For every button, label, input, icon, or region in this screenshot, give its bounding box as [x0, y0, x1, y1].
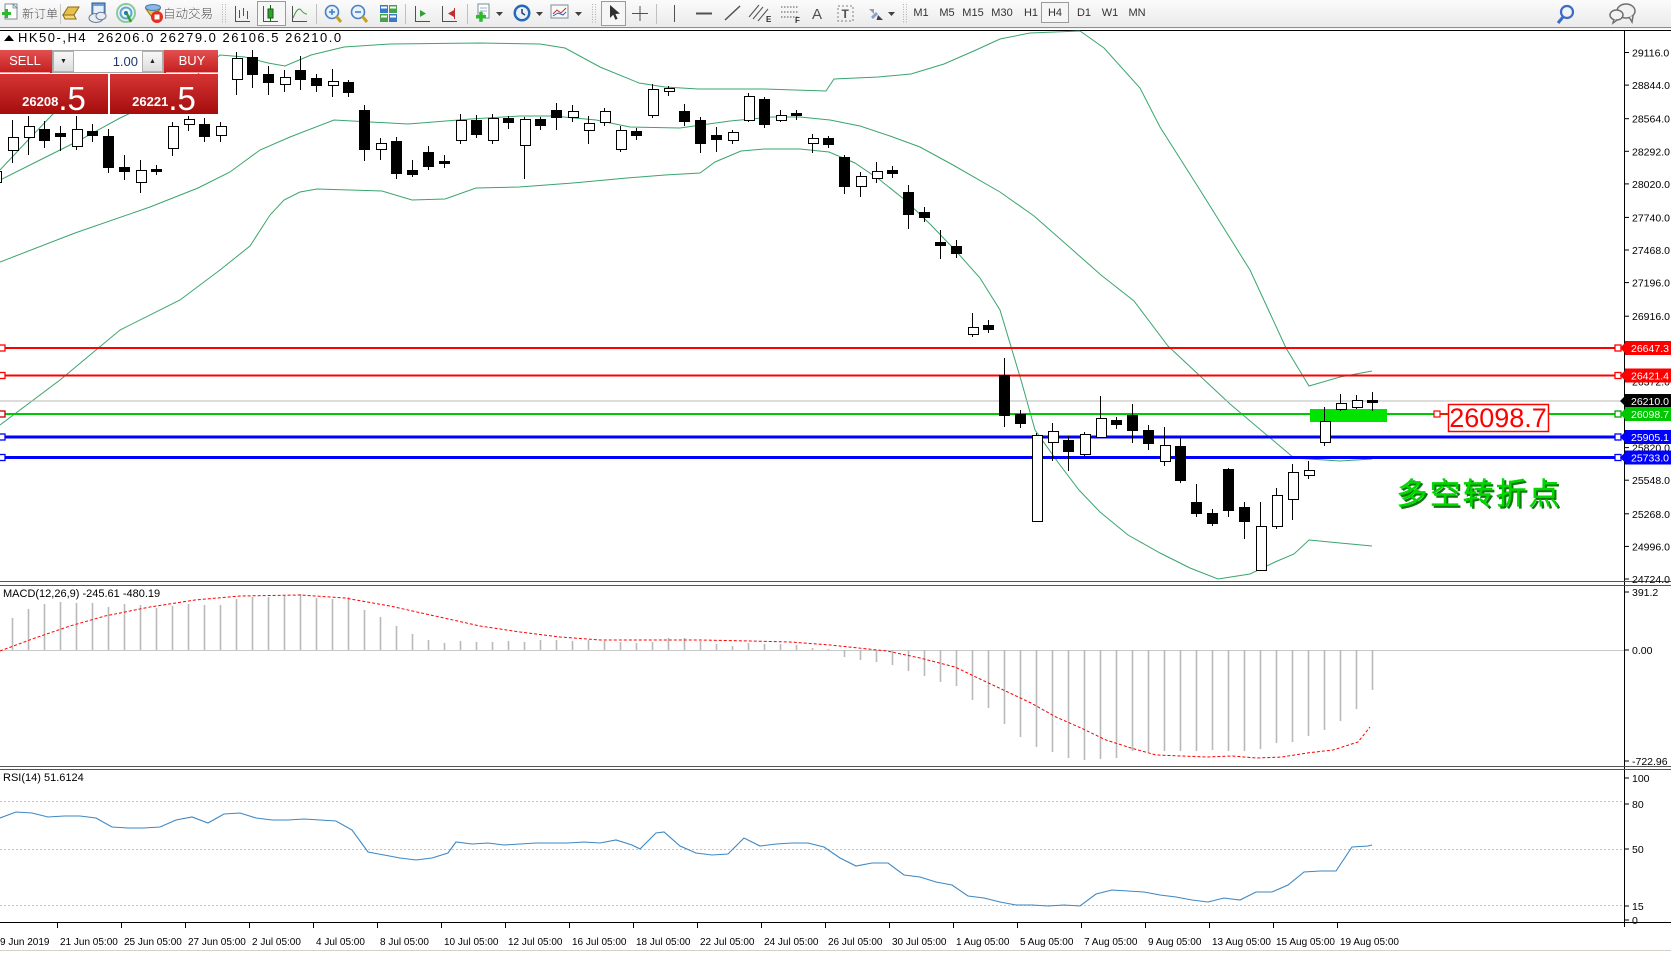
svg-text:19 Aug 05:00: 19 Aug 05:00	[1340, 937, 1399, 948]
svg-text:12 Jul 05:00: 12 Jul 05:00	[508, 937, 563, 948]
svg-text:25733.0: 25733.0	[1631, 453, 1669, 465]
svg-text:24996.0: 24996.0	[1632, 541, 1670, 553]
svg-text:26210.0: 26210.0	[1631, 396, 1669, 408]
svg-text:26647.3: 26647.3	[1631, 343, 1669, 355]
svg-text:25268.0: 25268.0	[1632, 509, 1670, 521]
svg-text:9 Aug 05:00: 9 Aug 05:00	[1148, 937, 1202, 948]
svg-text:15 Aug 05:00: 15 Aug 05:00	[1276, 937, 1335, 948]
svg-text:24724.0: 24724.0	[1632, 574, 1670, 586]
svg-text:21 Jun 05:00: 21 Jun 05:00	[60, 937, 118, 948]
svg-text:16 Jul 05:00: 16 Jul 05:00	[572, 937, 627, 948]
svg-text:28020.0: 28020.0	[1632, 179, 1670, 191]
svg-text:25548.0: 25548.0	[1632, 475, 1670, 487]
svg-text:E: E	[766, 15, 772, 24]
svg-text:0.00: 0.00	[1632, 645, 1653, 657]
svg-text:24 Jul 05:00: 24 Jul 05:00	[764, 937, 819, 948]
svg-text:27468.0: 27468.0	[1632, 245, 1670, 257]
svg-text:2 Jul 05:00: 2 Jul 05:00	[252, 937, 301, 948]
svg-text:26916.0: 26916.0	[1632, 311, 1670, 323]
svg-text:30 Jul 05:00: 30 Jul 05:00	[892, 937, 947, 948]
svg-text:HK50-,H4 26206.0 26279.0 2610: HK50-,H4 26206.0 26279.0 26106.5 26210.0	[18, 30, 343, 45]
svg-text:10 Jul 05:00: 10 Jul 05:00	[444, 937, 499, 948]
svg-text:9 Jun 2019: 9 Jun 2019	[0, 937, 50, 948]
svg-text:MACD(12,26,9) -245.61 -480.19: MACD(12,26,9) -245.61 -480.19	[3, 588, 160, 600]
svg-text:26098.7: 26098.7	[1449, 403, 1547, 433]
svg-text:RSI(14) 51.6124: RSI(14) 51.6124	[3, 772, 84, 784]
svg-text:-722.96: -722.96	[1632, 756, 1668, 768]
svg-text:26 Jul 05:00: 26 Jul 05:00	[828, 937, 883, 948]
svg-text:26421.4: 26421.4	[1631, 371, 1669, 383]
svg-text:18 Jul 05:00: 18 Jul 05:00	[636, 937, 691, 948]
svg-text:28564.0: 28564.0	[1632, 114, 1670, 126]
svg-text:T: T	[842, 7, 850, 21]
svg-text:391.2: 391.2	[1632, 587, 1658, 599]
svg-text:28292.0: 28292.0	[1632, 146, 1670, 158]
svg-text:50: 50	[1632, 844, 1644, 856]
svg-text:25905.1: 25905.1	[1631, 432, 1669, 444]
svg-text:4 Jul 05:00: 4 Jul 05:00	[316, 937, 365, 948]
svg-text:0: 0	[1632, 915, 1638, 927]
svg-text:8 Jul 05:00: 8 Jul 05:00	[380, 937, 429, 948]
svg-text:1 Aug 05:00: 1 Aug 05:00	[956, 937, 1010, 948]
svg-text:15: 15	[1632, 901, 1644, 913]
svg-text:F: F	[795, 16, 800, 25]
svg-text:27 Jun 05:00: 27 Jun 05:00	[188, 937, 246, 948]
svg-text:A: A	[812, 6, 822, 23]
svg-text:28844.0: 28844.0	[1632, 80, 1670, 92]
svg-text:13 Aug 05:00: 13 Aug 05:00	[1212, 937, 1271, 948]
svg-text:27196.0: 27196.0	[1632, 278, 1670, 290]
svg-text:27740.0: 27740.0	[1632, 212, 1670, 224]
svg-text:80: 80	[1632, 799, 1644, 811]
svg-text:26098.7: 26098.7	[1631, 409, 1669, 421]
svg-text:5 Aug 05:00: 5 Aug 05:00	[1020, 937, 1074, 948]
svg-text:7 Aug 05:00: 7 Aug 05:00	[1084, 937, 1138, 948]
svg-text:29116.0: 29116.0	[1632, 48, 1669, 60]
svg-text:100: 100	[1632, 773, 1650, 785]
svg-text:25 Jun 05:00: 25 Jun 05:00	[124, 937, 182, 948]
svg-text:22 Jul 05:00: 22 Jul 05:00	[700, 937, 755, 948]
